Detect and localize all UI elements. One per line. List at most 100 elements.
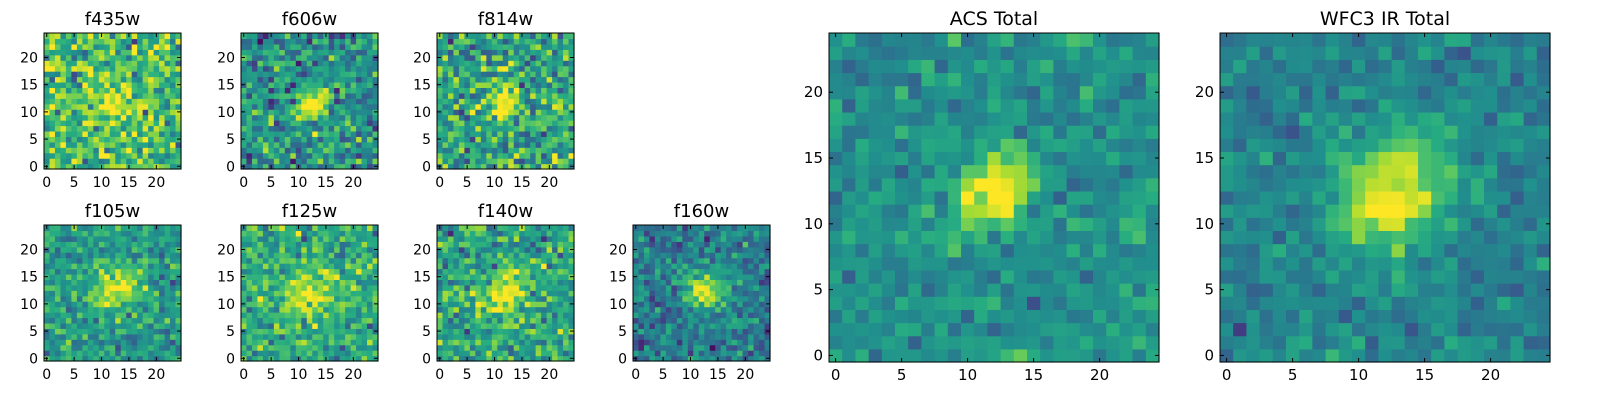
heatmap-cell xyxy=(328,54,335,61)
heatmap-cell xyxy=(633,295,640,302)
heatmap-cell xyxy=(137,141,144,148)
heatmap-cell xyxy=(442,65,449,72)
heatmap-cell xyxy=(1027,335,1041,350)
heatmap-cell xyxy=(486,158,493,165)
heatmap-cell xyxy=(93,130,100,137)
heatmap-cell xyxy=(273,279,280,286)
heatmap-cell xyxy=(279,103,286,110)
heatmap-cell xyxy=(241,130,248,137)
heatmap-cell xyxy=(513,339,520,346)
heatmap-cell xyxy=(104,33,111,40)
heatmap-cell xyxy=(131,290,138,297)
heatmap-cell xyxy=(334,312,341,319)
heatmap-cell xyxy=(159,81,166,88)
heatmap-cell xyxy=(164,54,171,61)
heatmap-cell xyxy=(1093,190,1107,205)
heatmap-cell xyxy=(115,136,122,143)
heatmap-cell xyxy=(842,164,856,179)
heatmap-cell xyxy=(60,81,67,88)
heatmap-cell xyxy=(519,339,526,346)
heatmap-cell xyxy=(312,54,319,61)
heatmap-cell xyxy=(268,147,275,154)
heatmap-cell xyxy=(524,71,531,78)
heatmap-cell xyxy=(104,114,111,121)
heatmap-cell xyxy=(1119,283,1134,297)
heatmap-cell xyxy=(715,268,722,275)
heatmap-cell xyxy=(251,333,259,340)
heatmap-cell xyxy=(273,295,280,302)
heatmap-cell xyxy=(284,268,291,275)
heatmap-cell xyxy=(60,252,67,259)
heatmap-cell xyxy=(71,71,78,78)
heatmap-cell xyxy=(312,87,319,94)
heatmap-cell xyxy=(284,98,291,105)
heatmap-cell xyxy=(552,235,559,242)
heatmap-cell xyxy=(1066,283,1081,297)
heatmap-cell xyxy=(480,273,487,280)
heatmap-cell xyxy=(153,263,160,270)
heatmap-cell xyxy=(328,60,335,67)
heatmap-cell xyxy=(323,49,330,56)
heatmap-cell xyxy=(115,76,122,83)
heatmap-cell xyxy=(159,147,166,154)
heatmap-cell xyxy=(535,333,542,340)
heatmap-cell xyxy=(475,263,482,270)
heatmap-cell xyxy=(356,158,363,165)
heatmap-cell xyxy=(563,147,570,154)
heatmap-cell xyxy=(356,33,363,40)
heatmap-cell xyxy=(469,147,476,154)
heatmap-cell xyxy=(491,65,498,72)
heatmap-cell xyxy=(1079,256,1094,271)
heatmap-cell xyxy=(60,38,67,45)
heatmap-cell xyxy=(98,241,105,248)
heatmap-cell xyxy=(497,306,504,313)
heatmap-cell xyxy=(513,33,520,40)
heatmap-cell xyxy=(961,335,975,350)
heatmap-cell xyxy=(159,235,166,242)
heatmap-cell xyxy=(44,120,51,127)
heatmap-cell xyxy=(921,164,936,179)
heatmap-cell xyxy=(442,225,449,232)
heatmap-cell xyxy=(290,43,297,50)
heatmap-cell xyxy=(759,350,766,357)
heatmap-cell xyxy=(164,65,171,72)
heatmap-cell xyxy=(251,230,259,237)
heatmap-cell xyxy=(131,279,138,286)
heatmap-cell xyxy=(519,344,526,351)
heatmap-cell xyxy=(49,268,56,275)
heatmap-cell xyxy=(535,295,542,302)
heatmap-cell xyxy=(480,339,487,346)
heatmap-cell xyxy=(671,235,678,242)
heatmap-cell xyxy=(709,273,716,280)
heatmap-cell xyxy=(126,49,133,56)
heatmap-cell xyxy=(159,103,166,110)
heatmap-cell xyxy=(262,49,269,56)
heatmap-cell xyxy=(87,98,94,105)
heatmap-cell xyxy=(568,125,575,132)
heatmap-cell xyxy=(104,306,111,313)
heatmap-cell xyxy=(262,225,269,232)
heatmap-cell xyxy=(908,177,922,192)
heatmap-cell xyxy=(241,114,248,121)
heatmap-cell xyxy=(109,225,116,232)
heatmap-cell xyxy=(98,147,105,154)
heatmap-cell xyxy=(361,273,368,280)
heatmap-cell xyxy=(164,225,171,232)
heatmap-cell xyxy=(372,268,379,275)
heatmap-cell xyxy=(868,164,883,179)
heatmap-cell xyxy=(372,158,379,165)
heatmap-cell xyxy=(720,246,727,253)
heatmap-cell xyxy=(704,290,711,297)
heatmap-cell xyxy=(279,98,286,105)
heatmap-cell xyxy=(367,263,374,270)
heatmap-cell xyxy=(502,284,509,291)
heatmap-cell xyxy=(541,65,548,72)
heatmap-cell xyxy=(279,163,286,170)
heatmap-cell xyxy=(491,158,498,165)
heatmap-cell xyxy=(524,43,531,50)
heatmap-cell xyxy=(759,355,766,362)
heatmap-cell xyxy=(257,71,264,78)
heatmap-cell xyxy=(290,92,297,99)
heatmap-cell xyxy=(284,235,291,242)
heatmap-cell xyxy=(552,136,559,143)
